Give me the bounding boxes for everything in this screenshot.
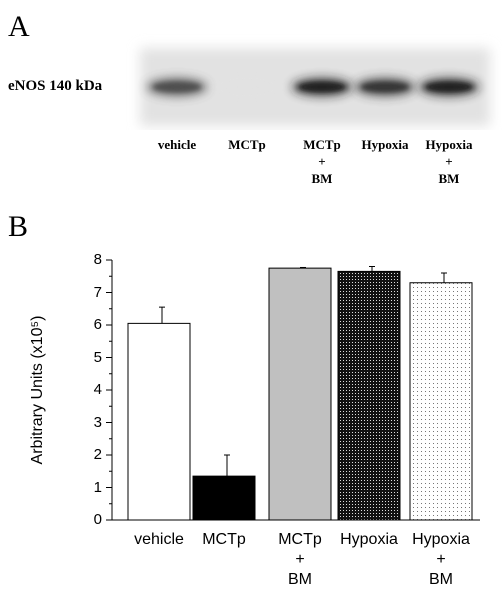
blot-band (217, 78, 277, 96)
x-category-label: Hypoxia (340, 531, 398, 548)
y-tick-label: 3 (93, 413, 102, 431)
bar (337, 270, 401, 521)
lane-label: Hypoxia (361, 137, 409, 152)
x-category-label: MCTp (202, 531, 246, 548)
bar (192, 475, 256, 521)
y-tick-label: 7 (93, 283, 102, 301)
blot-band (419, 78, 479, 96)
bar (127, 322, 191, 521)
y-tick-label: 2 (93, 446, 102, 463)
lane-label: MCTp + BM (303, 137, 341, 186)
x-category-label: Hypoxia + BM (412, 531, 470, 588)
y-tick-label: 5 (93, 348, 102, 366)
y-tick-label: 8 (93, 251, 102, 268)
panel-a-label: A (8, 10, 30, 43)
blot-title: eNOS 140 kDa (8, 78, 103, 94)
bar (409, 282, 473, 521)
lane-label: Hypoxia + BM (425, 137, 473, 186)
lane-label: vehicle (157, 137, 197, 152)
y-tick-label: 6 (93, 316, 102, 333)
blot-band (355, 78, 415, 96)
y-tick-label: 1 (93, 478, 102, 496)
x-category-label: vehicle (134, 531, 184, 548)
panel-b-label: B (8, 210, 29, 243)
y-tick-label: 4 (93, 381, 102, 398)
blot-band (147, 78, 207, 96)
lane-label: MCTp (228, 137, 266, 152)
blot-band (292, 78, 352, 96)
y-axis-label: Arbitrary Units (x10⁵) (29, 315, 46, 465)
bar (268, 267, 332, 521)
x-category-label: MCTp + BM (278, 531, 322, 588)
bar-chart (106, 259, 480, 521)
y-tick-label: 0 (93, 511, 102, 528)
western-blot (140, 48, 490, 126)
